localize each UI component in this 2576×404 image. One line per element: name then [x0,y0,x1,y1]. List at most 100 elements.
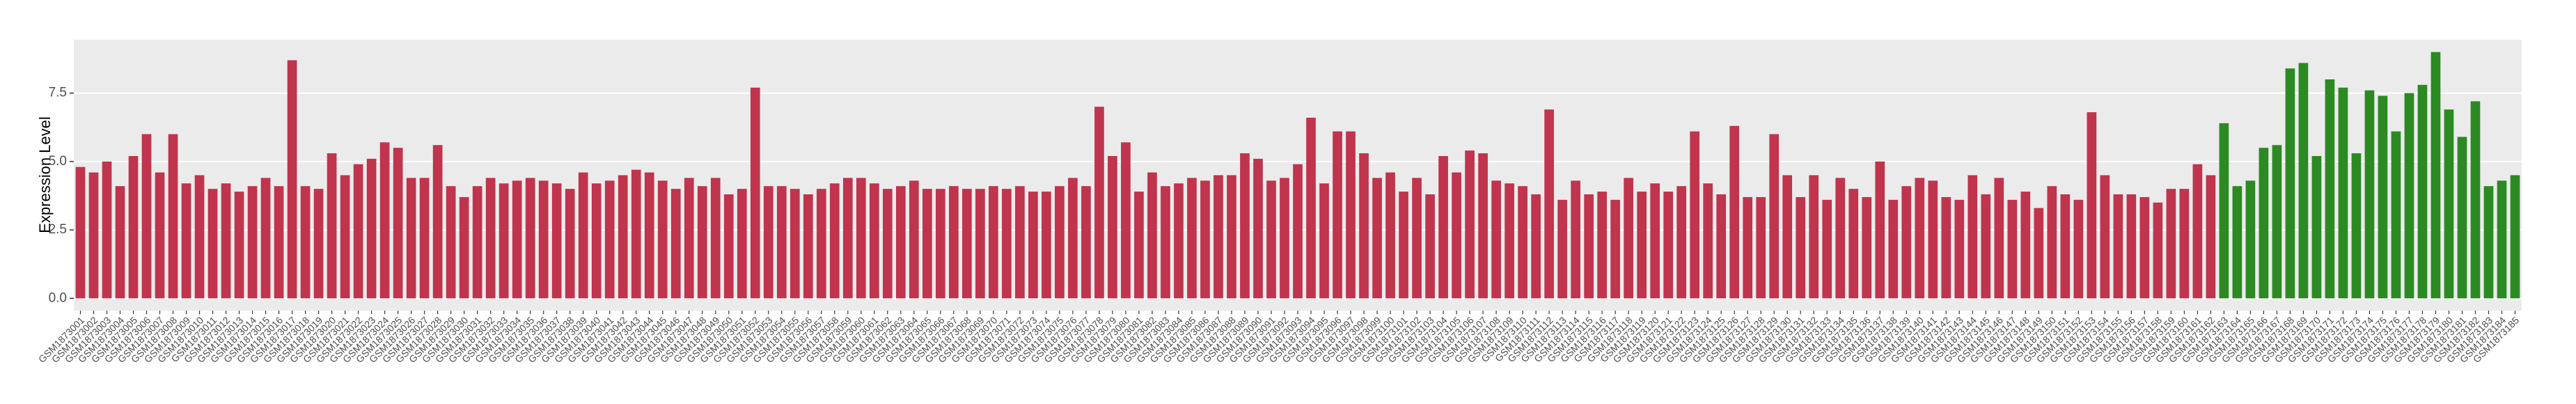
bar [1134,192,1144,299]
y-axis-title: Expression Level [36,116,54,233]
bar [1571,180,1580,299]
bar [2219,123,2229,299]
bar [949,186,959,299]
bar [274,186,284,299]
bar [1240,153,1250,299]
bar [1081,186,1091,299]
bar [1108,155,1117,299]
bar [1385,172,1395,299]
bar [1055,186,1065,299]
bar [1121,142,1131,299]
bar [194,175,205,299]
bar [141,134,152,299]
bar [1253,158,1263,299]
bar [1465,150,1475,299]
bar [1214,175,1223,299]
bar [88,172,99,299]
bar [1663,192,1673,299]
bar [657,180,668,299]
bar [1399,192,1408,299]
bar [1412,178,1422,299]
bar [763,186,773,299]
bar [2232,186,2243,299]
bar [909,180,919,299]
bar [2259,148,2269,299]
bar [115,186,125,299]
bar [207,189,218,299]
bar [1266,180,1276,299]
bar [181,183,191,299]
bar [2153,202,2163,299]
bar [803,194,813,299]
bar [1452,172,1461,299]
bar [670,189,681,299]
bar [816,189,826,299]
bar [1425,194,1435,299]
bar [2285,68,2295,299]
bar [2139,196,2150,299]
bar [498,183,509,299]
bar [247,186,258,299]
bar [459,196,469,299]
bar [1901,186,1912,299]
y-tick-label: 0.0 [49,290,67,305]
bar [1862,196,1872,299]
bar [300,186,311,299]
bar [895,186,906,299]
bar [2047,186,2057,299]
bar [2351,153,2362,299]
bar [1690,131,1700,299]
bar [1716,194,1727,299]
bar [1372,178,1382,299]
bar [2364,90,2375,299]
bar [842,178,853,299]
bar [2087,112,2097,299]
bar [168,134,178,299]
bar [287,60,297,299]
bar [2311,155,2322,299]
bar [750,87,760,299]
bar [2206,175,2216,299]
bar [684,178,694,299]
bar [975,189,985,299]
bar [2272,145,2282,299]
bar [1888,199,1899,299]
bar [1676,186,1686,299]
bar [1703,183,1713,299]
bar [1161,186,1170,299]
bar [512,180,522,299]
bar [1333,131,1342,299]
bar [2470,101,2481,299]
bar [2325,79,2335,299]
bar [75,166,86,299]
bar [525,178,535,299]
y-tick-label: 5.0 [49,154,67,169]
bar [1491,180,1501,299]
bar [432,145,443,299]
bar [2113,194,2123,299]
bar [1438,155,1448,299]
bar [829,183,840,299]
bar [2126,194,2137,299]
bar [1809,175,1819,299]
bar [1756,196,1766,299]
bar [1544,109,1554,299]
bar [2298,63,2309,299]
bar [1174,183,1184,299]
bar [869,183,879,299]
bar [1782,175,1793,299]
bar [1624,178,1633,299]
bar [379,142,390,299]
bar [1796,196,1806,299]
bar [1531,194,1541,299]
bar [723,194,734,299]
bar [1002,189,1012,299]
bar [882,189,893,299]
bar [1557,199,1567,299]
bar [234,192,244,299]
bar [1478,153,1488,299]
bar [962,189,972,299]
bar [1769,134,1780,299]
bar [446,186,456,299]
bar [737,189,747,299]
